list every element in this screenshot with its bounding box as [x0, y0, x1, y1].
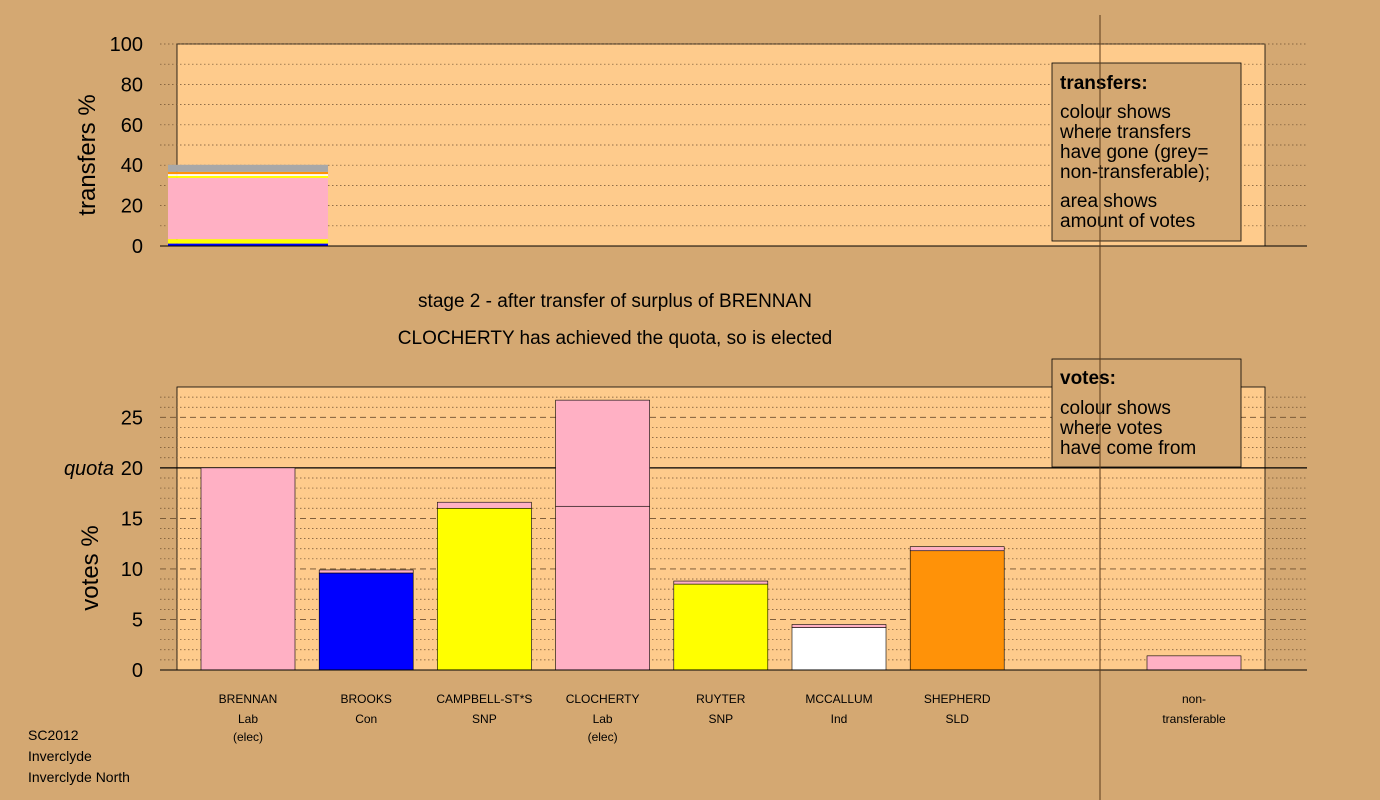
transfers-legend-line: amount of votes: [1060, 211, 1195, 232]
transfers-legend-line: colour shows: [1060, 102, 1171, 123]
non-transferable-label: non-: [1182, 692, 1206, 706]
votes-legend-line: colour shows: [1060, 398, 1171, 419]
transfers-chart: 0 20 40 60 80 100 transfers % transfers: colo…: [74, 34, 1307, 258]
quota-label: quota: [64, 458, 114, 480]
transfers-y-tick-label: 60: [121, 115, 143, 137]
transfers-y-tick-label: 20: [121, 196, 143, 218]
votes-chart: 0 5 10 15 20 25 quota votes % BRENNAN Lab (elec…: [64, 358, 1307, 744]
candidate-labels: BRENNAN Lab (elec) BROOKS Con CAMPBELL-ST*S SN…: [219, 692, 1226, 744]
transfers-legend-title: transfers:: [1060, 73, 1148, 94]
votes-bars: [200, 399, 1242, 671]
transfers-y-tick-label: 40: [121, 155, 143, 177]
transfers-y-ticks: 0 20 40 60 80 100: [110, 34, 143, 258]
transfer-segment: [168, 171, 328, 175]
footer-election: SC2012: [28, 727, 79, 743]
candidate-name: MCCALLUM: [805, 692, 872, 706]
candidate-status: (elec): [588, 730, 618, 744]
votes-y-tick-label: 20: [121, 458, 143, 480]
transfer-segment: [168, 164, 328, 172]
vote-segment: [437, 507, 532, 671]
candidate-party: SLD: [946, 712, 970, 726]
transfer-segment: [168, 243, 328, 246]
vote-segment: [555, 505, 650, 671]
candidate-party: SNP: [472, 712, 497, 726]
candidate-name: SHEPHERD: [924, 692, 991, 706]
candidate-name: BROOKS: [341, 692, 392, 706]
votes-legend-line: where votes: [1059, 418, 1162, 439]
non-transferable-label: transferable: [1162, 712, 1226, 726]
candidate-name: CLOCHERTY: [566, 692, 640, 706]
votes-y-tick-label: 0: [132, 660, 143, 682]
candidate-name: CAMPBELL-ST*S: [436, 692, 532, 706]
votes-y-tick-label: 15: [121, 508, 143, 530]
transfer-segment: [168, 175, 328, 178]
vote-segment: [555, 399, 650, 507]
votes-y-ticks: 0 5 10 15 20 25: [121, 407, 143, 682]
transfers-legend-line: area shows: [1060, 191, 1157, 212]
votes-y-axis-label: votes %: [77, 525, 104, 610]
vote-segment: [318, 569, 414, 574]
transfers-legend: transfers: colour shows where transfers …: [1051, 62, 1242, 242]
candidate-name: BRENNAN: [219, 692, 278, 706]
vote-segment: [673, 580, 769, 585]
transfers-legend-line: non-transferable);: [1060, 162, 1210, 183]
votes-y-tick-label: 25: [121, 407, 143, 429]
transfers-bars: [168, 164, 328, 246]
votes-legend-title: votes:: [1060, 368, 1116, 389]
vote-segment: [791, 624, 887, 628]
transfers-legend-box: [1051, 62, 1242, 242]
transfers-legend-line: have gone (grey=: [1060, 142, 1208, 163]
transfers-y-tick-label: 0: [132, 236, 143, 258]
votes-legend-line: have come from: [1060, 438, 1196, 459]
votes-legend-box: [1051, 358, 1242, 468]
vote-segment: [1146, 655, 1242, 671]
stage-title: stage 2 - after transfer of surplus of B…: [418, 291, 812, 312]
vote-segment: [909, 550, 1005, 671]
vote-segment: [200, 467, 296, 671]
candidate-party: Con: [355, 712, 377, 726]
transfers-y-tick-label: 100: [110, 34, 143, 56]
candidate-party: Lab: [593, 712, 613, 726]
candidate-party: Lab: [238, 712, 258, 726]
transfers-gridlines: [160, 43, 1307, 227]
vote-segment: [673, 583, 769, 671]
vote-segment: [318, 572, 414, 671]
transfers-legend-line: where transfers: [1059, 122, 1191, 143]
transfer-segment: [168, 239, 328, 244]
candidate-party: Ind: [831, 712, 848, 726]
stage-subtitle: CLOCHERTY has achieved the quota, so is …: [398, 328, 832, 349]
candidate-party: SNP: [708, 712, 733, 726]
vote-segment: [791, 627, 887, 671]
transfer-segment: [168, 174, 328, 176]
transfers-y-axis-label: transfers %: [74, 94, 101, 215]
votes-legend: votes: colour shows where votes have com…: [1051, 358, 1242, 468]
vote-segment: [437, 501, 532, 509]
candidate-name: RUYTER: [696, 692, 746, 706]
vote-segment: [909, 546, 1005, 552]
footer-ward: Inverclyde North: [28, 769, 130, 785]
transfers-y-tick-label: 80: [121, 74, 143, 96]
votes-y-tick-label: 10: [121, 559, 143, 581]
candidate-status: (elec): [233, 730, 263, 744]
transfer-segment: [168, 177, 328, 240]
votes-y-tick-label: 5: [132, 609, 143, 631]
footer-council: Inverclyde: [28, 748, 92, 764]
